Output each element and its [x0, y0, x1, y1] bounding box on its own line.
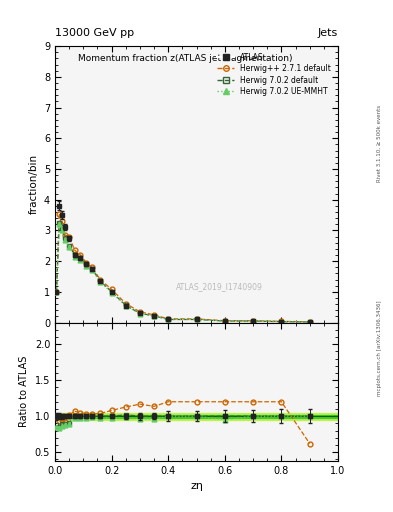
Text: ATLAS_2019_I1740909: ATLAS_2019_I1740909: [176, 282, 263, 291]
Legend: ATLAS, Herwig++ 2.7.1 default, Herwig 7.0.2 default, Herwig 7.0.2 UE-MMHT: ATLAS, Herwig++ 2.7.1 default, Herwig 7.…: [214, 50, 334, 99]
Text: Rivet 3.1.10, ≥ 500k events: Rivet 3.1.10, ≥ 500k events: [377, 105, 382, 182]
Text: mcplots.cern.ch [arXiv:1306.3436]: mcplots.cern.ch [arXiv:1306.3436]: [377, 301, 382, 396]
Y-axis label: Ratio to ATLAS: Ratio to ATLAS: [19, 356, 29, 428]
Text: Jets: Jets: [318, 28, 338, 38]
X-axis label: zη: zη: [190, 481, 203, 491]
Text: 13000 GeV pp: 13000 GeV pp: [55, 28, 134, 38]
Text: Momentum fraction z(ATLAS jet fragmentation): Momentum fraction z(ATLAS jet fragmentat…: [78, 54, 292, 63]
Y-axis label: fraction/bin: fraction/bin: [28, 154, 39, 215]
